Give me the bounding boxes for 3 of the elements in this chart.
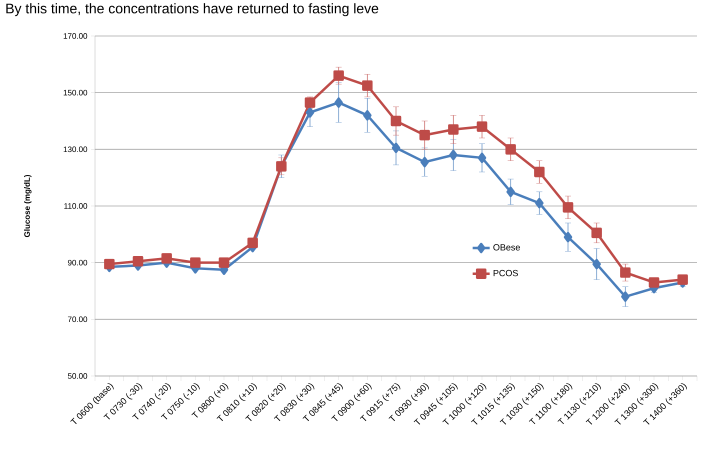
legend-label: PCOS <box>494 270 518 276</box>
text: By this time, the concentrations have returned to fasting leve <box>6 3 378 16</box>
legend-label: OBese <box>493 244 520 251</box>
